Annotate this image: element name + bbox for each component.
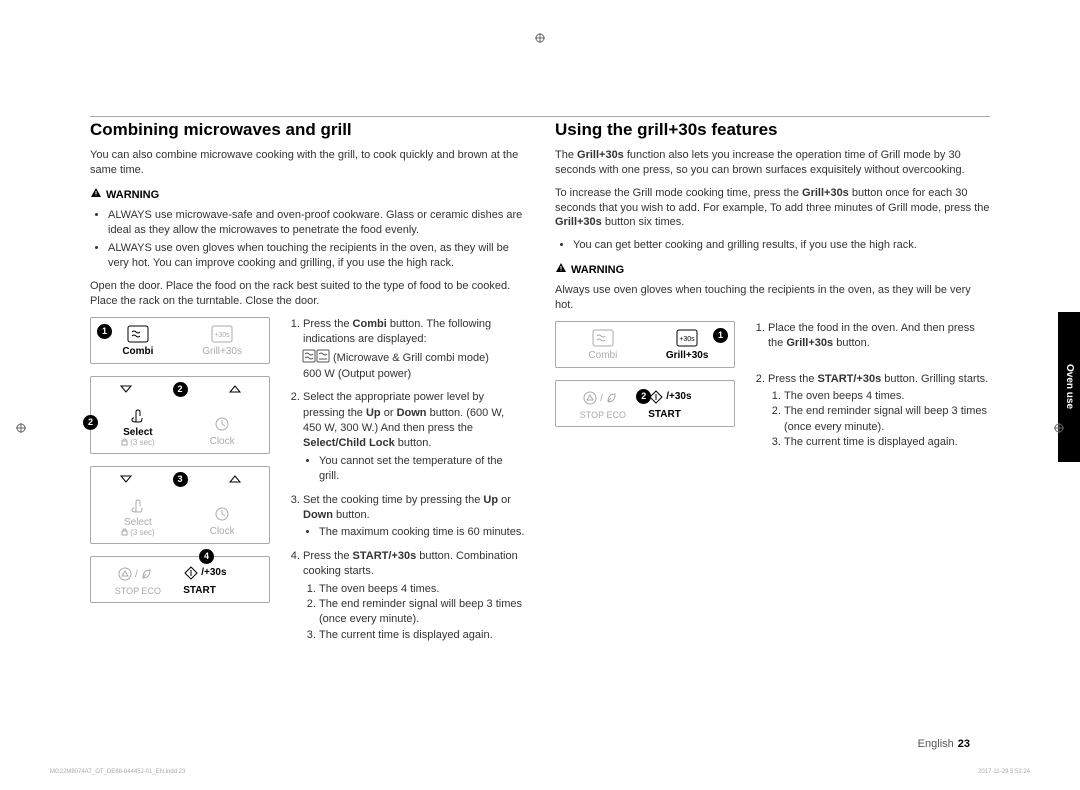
panel-grill30: 1 Combi +30s Grill+30s [555, 321, 735, 368]
threesec-label: (3 sec) [99, 438, 177, 447]
select-label: Select [99, 517, 177, 528]
select-label: Select [99, 427, 177, 438]
instruction-block: 1 Combi +30s Grill+30s [90, 317, 525, 651]
reg-mark-right [1054, 420, 1064, 430]
warning-icon [555, 261, 567, 279]
warning-row: WARNING [555, 261, 990, 279]
microwave-icon [564, 328, 642, 348]
lock-icon [121, 438, 128, 447]
start-label: START [183, 585, 261, 596]
instruction-block-right: 1 Combi +30s Grill+30s [555, 321, 990, 459]
steps-text: Press the Combi button. The following in… [285, 317, 525, 651]
steps-text-right: Place the food in the oven. And then pre… [750, 321, 990, 459]
up-arrow-icon [229, 471, 241, 489]
stop-eco-label: STOP ECO [564, 410, 642, 420]
warning-list: ALWAYS use microwave-safe and oven-proof… [90, 208, 525, 271]
step-badge-2: 2 [636, 389, 651, 404]
warning-label: WARNING [106, 189, 159, 201]
footer-indd: MG22M8074AT_OT_DE68-04445J-01_EN.indd 23 [50, 769, 185, 775]
step-badge-2b: 2 [83, 415, 98, 430]
step-4: Press the START/+30s button. Combination… [303, 549, 525, 643]
step-2: Select the appropriate power level by pr… [303, 390, 525, 484]
panel-illustrations-right: 1 Combi +30s Grill+30s [555, 321, 735, 459]
right-column: Using the grill+30s features The Grill+3… [555, 120, 990, 720]
footer-date: 2017-11-29 5:52:24 [978, 769, 1030, 775]
panel-combi: 1 Combi +30s Grill+30s [90, 317, 270, 364]
down-arrow-icon [120, 381, 132, 399]
mode-icons [303, 350, 329, 367]
down-arrow-icon [120, 471, 132, 489]
warn-item: ALWAYS use oven gloves when touching the… [108, 241, 525, 271]
left-column: Combining microwaves and grill You can a… [90, 120, 525, 720]
p1: The Grill+30s function also lets you inc… [555, 148, 990, 178]
clock-icon [183, 414, 261, 434]
start-label: START [648, 409, 726, 420]
up-arrow-icon [229, 381, 241, 399]
panel-illustrations: 1 Combi +30s Grill+30s [90, 317, 270, 651]
stop-eco-icon: / [564, 388, 642, 408]
step-1: Press the Combi button. The following in… [303, 317, 525, 383]
divider [90, 116, 990, 117]
step-badge-1: 1 [97, 324, 112, 339]
step-2: Press the START/+30s button. Grilling st… [768, 372, 990, 451]
step-badge-1: 1 [713, 328, 728, 343]
panel-start: 4 / STOP ECO [90, 556, 270, 603]
step-badge-2a: 2 [173, 382, 188, 397]
heading-combine: Combining microwaves and grill [90, 120, 525, 140]
panel-start-right: / STOP ECO 2 /+30s [555, 380, 735, 427]
page-number: English23 [918, 738, 970, 750]
warning-icon [90, 186, 102, 204]
hand-icon [99, 405, 177, 425]
svg-text:+30s: +30s [214, 332, 230, 339]
hand-icon [99, 495, 177, 515]
warn-item: ALWAYS use microwave-safe and oven-proof… [108, 208, 525, 238]
reg-mark-left [16, 420, 26, 430]
grill-icon: +30s [183, 324, 261, 344]
intro-text: You can also combine microwave cooking w… [90, 148, 525, 178]
clock-icon [183, 504, 261, 524]
heading-grill30: Using the grill+30s features [555, 120, 990, 140]
svg-text:/: / [135, 569, 138, 580]
clock-label: Clock [183, 526, 261, 537]
stop-eco-icon: / [99, 564, 177, 584]
section-tab: Oven use [1058, 312, 1080, 462]
clock-label: Clock [183, 436, 261, 447]
start-icon: /+30s [648, 387, 726, 407]
combi-label: Combi [99, 346, 177, 357]
panel-select: 2 Select (3 sec) [90, 376, 270, 454]
combi-label: Combi [564, 350, 642, 361]
step-1: Place the food in the oven. And then pre… [768, 321, 990, 352]
open-door-text: Open the door. Place the food on the rac… [90, 279, 525, 309]
p2: To increase the Grill mode cooking time,… [555, 186, 990, 231]
svg-text:+30s: +30s [679, 336, 695, 343]
warn-text: Always use oven gloves when touching the… [555, 283, 990, 313]
panel-time: 3 Select (3 sec) [90, 466, 270, 544]
step-badge-3: 3 [173, 472, 188, 487]
start-icon: /+30s [183, 563, 261, 583]
tip: You can get better cooking and grilling … [573, 238, 990, 253]
warning-row: WARNING [90, 186, 525, 204]
grill30-label: Grill+30s [648, 350, 726, 361]
step-3: Set the cooking time by pressing the Up … [303, 493, 525, 541]
reg-mark-top [535, 30, 545, 40]
stop-eco-label: STOP ECO [99, 586, 177, 596]
lock-icon [121, 528, 128, 537]
svg-text:/: / [600, 393, 603, 404]
grill30-label: Grill+30s [183, 346, 261, 357]
step-badge-4: 4 [199, 549, 214, 564]
warning-label: WARNING [571, 264, 624, 276]
